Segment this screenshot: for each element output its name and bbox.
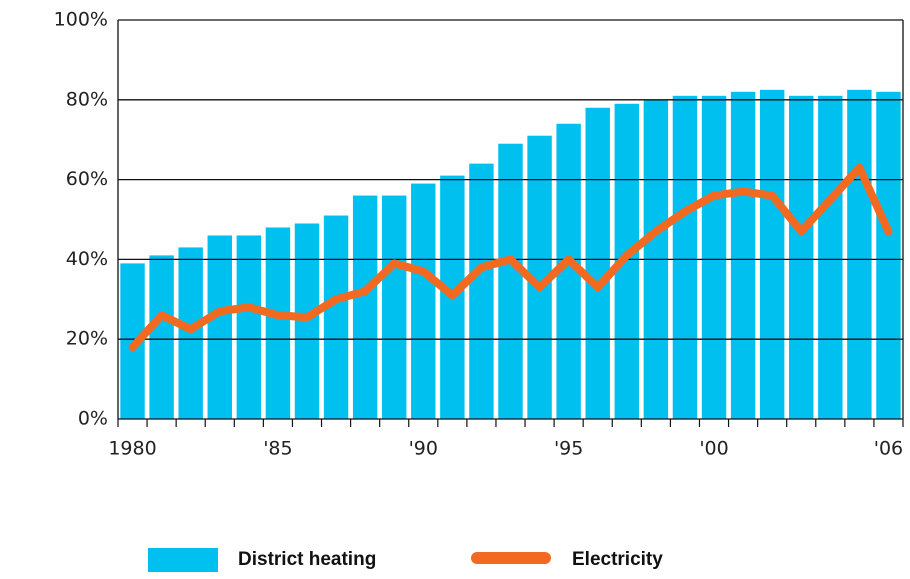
x-tick-label: '06 [874, 438, 903, 460]
bar [789, 95, 814, 419]
bar [672, 95, 698, 419]
legend-label: District heating [238, 549, 376, 570]
y-tick-label: 0% [78, 408, 108, 430]
y-tick-label: 80% [66, 88, 108, 110]
legend-swatch [148, 548, 218, 572]
x-tick-label: '00 [699, 438, 728, 460]
bar [759, 89, 785, 419]
bar [265, 227, 291, 419]
bar [411, 183, 436, 419]
bar [701, 95, 727, 419]
x-tick-label: 1980 [108, 438, 156, 460]
x-tick-label: '90 [409, 438, 438, 460]
bar [323, 215, 349, 419]
bar [818, 95, 843, 419]
bar [352, 195, 378, 419]
bar [585, 107, 610, 419]
bar [236, 235, 262, 419]
bar [876, 91, 901, 419]
x-tick-label: '95 [554, 438, 583, 460]
y-tick-label: 60% [66, 168, 108, 190]
y-tick-label: 40% [66, 248, 108, 270]
x-tick-label: '85 [263, 438, 292, 460]
line-series [128, 163, 893, 352]
bar [381, 195, 407, 419]
bar [730, 91, 756, 419]
legend-label: Electricity [572, 549, 663, 570]
y-tick-label: 100% [54, 9, 108, 31]
bar [847, 89, 872, 419]
y-tick-label: 20% [66, 328, 108, 350]
bar [207, 235, 232, 419]
bar [149, 255, 174, 419]
bar [498, 143, 523, 419]
bar [469, 163, 494, 419]
